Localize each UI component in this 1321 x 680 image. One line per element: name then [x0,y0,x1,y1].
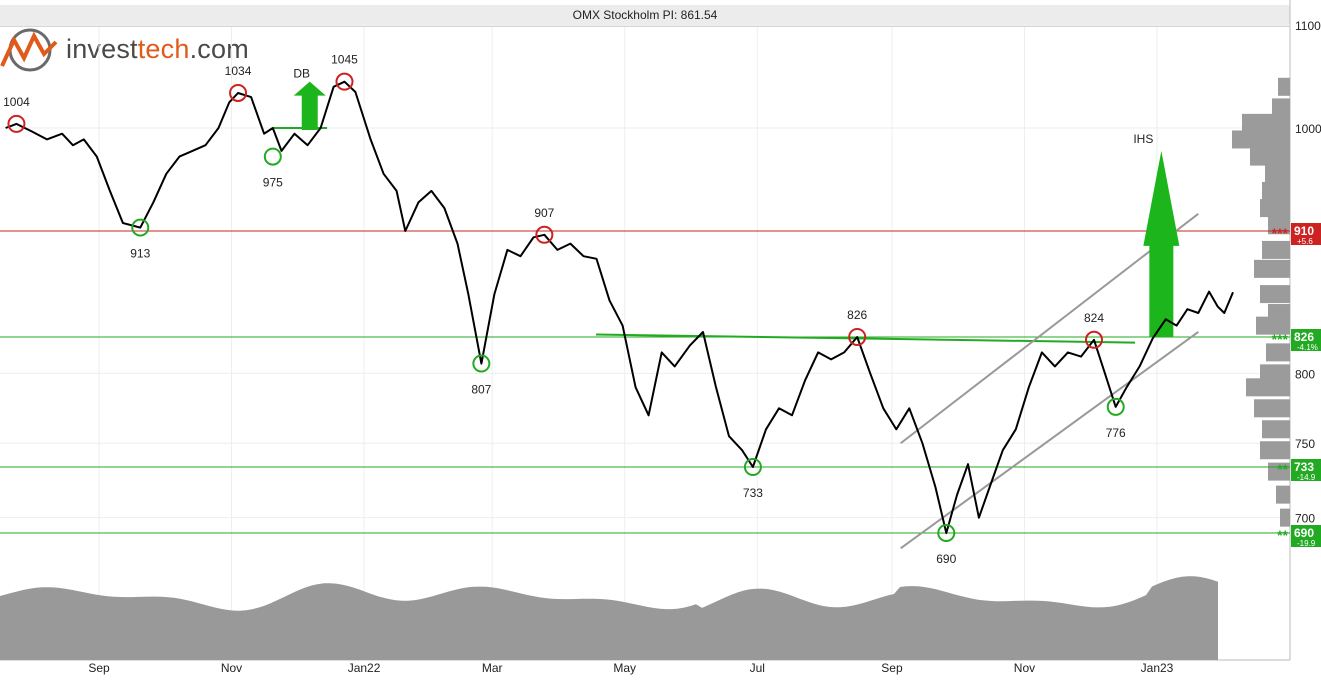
support-stars: ** [1277,461,1288,477]
volume-profile-bar [1256,316,1290,335]
x-tick-label: Sep [88,661,110,675]
logo-text-tech: tech [137,34,190,64]
logo-text: investtech.com [66,34,249,65]
bottom-marker [743,458,762,476]
support-stars: *** [1272,331,1289,347]
top-label: 824 [1084,311,1104,325]
chart-title: OMX Stockholm PI: 861.54 [572,8,718,22]
volume-area [0,576,1218,660]
ihs-target-arrow [1143,150,1180,337]
volume-profile-bar [1262,240,1290,259]
support-label: 733 [1294,460,1314,474]
support-label-bg [1291,459,1321,481]
y-tick-label: 800 [1295,367,1315,381]
volume-profile-bar [1280,508,1290,527]
bottom-label: 913 [130,247,150,261]
resistance-label: 910 [1294,224,1314,238]
bottom-marker [1106,397,1125,416]
support-label: 826 [1294,330,1314,344]
bottom-marker [131,218,150,237]
volume-profile-bar [1276,485,1290,504]
top-marker [535,225,554,244]
volume-profile-bar [1278,77,1290,96]
top-marker [7,114,26,133]
bottom-label: 807 [471,383,491,397]
resistance-stars: *** [1272,225,1289,241]
bottom-marker [263,147,282,166]
volume-profile-bar [1272,98,1290,117]
volume-profile-bar [1242,113,1290,132]
channel-upper [900,213,1199,445]
top-marker [1084,330,1103,349]
y-tick-label: 1100 [1295,19,1321,33]
top-marker [229,83,248,102]
support-pct: -4.1% [1297,343,1318,352]
resistance-pct: +5.6 [1297,237,1313,246]
support-pct: -19.9 [1297,539,1316,548]
x-tick-label: Mar [482,661,503,675]
x-tick-label: Nov [221,661,242,675]
ihs-pattern-label: IHS [1133,132,1153,146]
x-tick-label: Jul [750,661,765,675]
bottom-label: 733 [743,486,763,500]
support-label-bg [1291,329,1321,351]
volume-profile-bar [1254,399,1290,418]
bottom-marker [472,354,491,373]
db-pattern-label: DB [293,67,310,81]
title-bar [0,5,1290,27]
volume-profile-bar [1262,420,1290,439]
top-label: 1004 [3,95,30,109]
volume-profile-bar [1260,364,1290,383]
top-label: 907 [534,206,554,220]
top-label: 1045 [331,53,358,67]
bottom-label: 975 [263,176,283,190]
volume-profile-bar [1268,216,1290,235]
volume-profile-bar [1266,343,1290,362]
top-marker [335,72,354,91]
bottom-marker [937,524,956,542]
db-target-arrow [293,81,326,130]
y-tick-label: 1000 [1295,122,1321,136]
logo-mark-icon [0,28,58,72]
y-tick-label: 700 [1295,512,1315,526]
price-line [5,80,1234,534]
volume-profile-bar [1262,181,1290,200]
x-tick-label: Nov [1014,661,1035,675]
logo-text-com: .com [189,34,249,64]
channel-lower [900,331,1199,550]
top-marker [848,328,867,346]
x-tick-label: Sep [881,661,903,675]
y-tick-label: 750 [1295,437,1315,451]
support-label: 690 [1294,526,1314,540]
logo-text-invest: invest [66,34,138,64]
x-tick-label: May [613,661,636,675]
volume-profile-bar [1260,285,1290,304]
bottom-label: 690 [936,552,956,566]
support-label-bg [1291,525,1321,547]
volume-profile-bar [1265,164,1290,183]
volume-profile-bar [1260,199,1290,218]
x-tick-label: Jan22 [348,661,381,675]
bottom-label: 776 [1106,426,1126,440]
volume-profile-bar [1250,147,1290,166]
top-label: 1034 [225,64,252,78]
investtech-logo [0,28,270,72]
volume-profile-bar [1246,378,1290,397]
x-tick-label: Jan23 [1141,661,1174,675]
volume-profile-bar [1232,130,1290,149]
resistance-label-bg [1291,223,1321,245]
volume-profile-bar [1260,441,1290,460]
support-stars: ** [1277,527,1288,543]
support-pct: -14.9 [1297,473,1316,482]
top-label: 826 [847,308,867,322]
volume-profile-bar [1254,259,1290,278]
